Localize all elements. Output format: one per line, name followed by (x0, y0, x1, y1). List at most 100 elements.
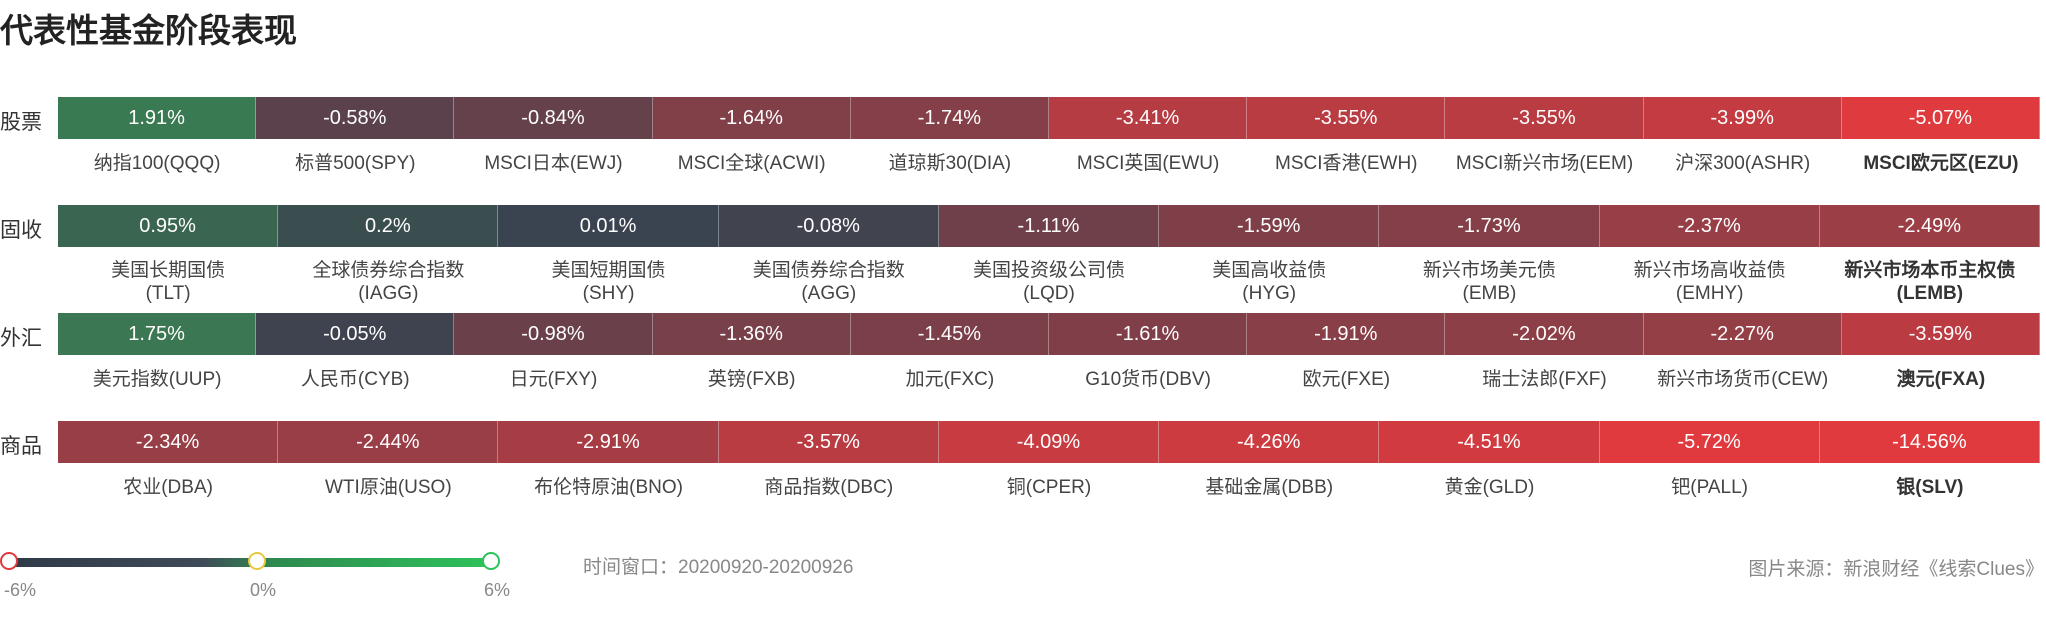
scale-max-label: 6% (484, 580, 511, 600)
cell-value: -5.07% (1908, 106, 1973, 129)
scale-mid-marker (248, 552, 266, 570)
cell-value: -0.05% (323, 322, 387, 345)
cell-name: 沪深300(ASHR) (1675, 153, 1811, 174)
cell-value: -4.09% (1016, 430, 1081, 453)
heatmap-cell: -2.02% (1445, 313, 1644, 355)
heatmap-cell: -2.34% (58, 421, 279, 463)
heatmap-cell: -3.99% (1643, 97, 1842, 139)
cell-name: 新兴市场高收益债 (EMHY) (1633, 260, 1786, 304)
scale-max-marker (482, 552, 500, 570)
row-label: 固收 (0, 219, 42, 242)
cell-value: 0.2% (365, 214, 411, 237)
cell-value: -1.59% (1237, 214, 1301, 237)
cell-name: 道琼斯30(DIA) (888, 153, 1012, 174)
heatmap-cell: -14.56% (1819, 421, 2040, 463)
cell-name: MSCI香港(EWH) (1275, 153, 1418, 174)
row-label: 外汇 (0, 327, 42, 350)
cell-value: -2.34% (135, 430, 200, 453)
cell-name: 银(SLV) (1896, 477, 1964, 498)
cell-name: 美元指数(UUP) (92, 369, 222, 390)
cell-value: -2.44% (356, 430, 420, 453)
cell-name: 欧元(FXE) (1302, 369, 1391, 390)
cell-value: -2.27% (1710, 322, 1774, 345)
heatmap-cell: 1.91% (58, 97, 257, 139)
cell-name: 新兴市场货币(CEW) (1657, 369, 1829, 390)
cell-value: -2.37% (1677, 214, 1741, 237)
cell-name: 澳元(FXA) (1896, 369, 1986, 390)
scale-min-label: -6% (4, 580, 37, 600)
scale-min-marker (0, 552, 18, 570)
heatmap-cell: -5.07% (1841, 97, 2040, 139)
cell-value: -0.08% (796, 214, 860, 237)
heatmap-cell: -1.64% (652, 97, 851, 139)
heatmap-cell: -1.73% (1379, 205, 1600, 247)
heatmap-cell: -1.45% (850, 313, 1049, 355)
heatmap-cell: -2.49% (1819, 205, 2040, 247)
cell-name: 铜(CPER) (1006, 477, 1092, 498)
heatmap-cell: 0.95% (58, 205, 279, 247)
heatmap-cell: -3.55% (1247, 97, 1446, 139)
heatmap-cell: -0.84% (454, 97, 653, 139)
heatmap-cell: -1.59% (1159, 205, 1380, 247)
cell-value: -2.91% (576, 430, 640, 453)
heatmap-cell: 1.75% (58, 313, 257, 355)
cell-value: -1.64% (719, 106, 783, 129)
heatmap-cell: -1.11% (938, 205, 1160, 247)
heatmap-cell: -3.41% (1049, 97, 1248, 139)
cell-name: 瑞士法郎(FXF) (1482, 369, 1607, 390)
cell-value: -1.74% (917, 106, 982, 129)
cell-name: 全球债券综合指数 (IAGG) (312, 260, 465, 304)
heatmap-cell: -1.91% (1247, 313, 1446, 355)
cell-name: 美国债券综合指数 (AGG) (752, 260, 905, 304)
cell-value: -1.61% (1115, 322, 1180, 345)
cell-value: -3.41% (1115, 106, 1180, 129)
heatmap-cell: -5.72% (1599, 421, 1820, 463)
cell-name: 钯(PALL) (1671, 477, 1749, 498)
time-window-text: 时间窗口：20200920-20200926 (583, 557, 854, 578)
cell-name: 美国投资级公司债 (LQD) (972, 260, 1125, 304)
cell-name: 黄金(GLD) (1444, 477, 1535, 498)
cell-value: -1.45% (917, 322, 982, 345)
heatmap-cell: -1.61% (1049, 313, 1248, 355)
cell-name: 加元(FXC) (905, 369, 995, 390)
cell-name: 商品指数(DBC) (764, 477, 894, 498)
row-label: 股票 (0, 111, 42, 134)
heatmap-cell: -0.58% (256, 97, 455, 139)
cell-name: 英镑(FXB) (707, 369, 796, 390)
scale-mid-label: 0% (250, 580, 277, 600)
heatmap-cell: -0.08% (718, 205, 939, 247)
cell-value: -5.72% (1677, 430, 1741, 453)
cell-value: -1.11% (1017, 214, 1080, 237)
heatmap-cell: -2.27% (1643, 313, 1842, 355)
heatmap-cell: -0.98% (454, 313, 653, 355)
cell-name: MSCI欧元区(EZU) (1863, 153, 2019, 174)
heatmap-cell: -0.05% (256, 313, 455, 355)
cell-value: 1.91% (128, 106, 185, 129)
cell-value: -3.55% (1512, 106, 1576, 129)
cell-value: -3.99% (1710, 106, 1774, 129)
cell-value: -2.49% (1897, 214, 1962, 237)
chart-title: 代表性基金阶段表现 (0, 12, 297, 49)
cell-name: 新兴市场本币主权债 (LEMB) (1844, 260, 2016, 304)
heatmap-cell: -2.44% (278, 421, 499, 463)
heatmap-cell: -4.09% (938, 421, 1160, 463)
cell-value: -1.36% (719, 322, 783, 345)
heatmap-cell: -1.74% (850, 97, 1049, 139)
cell-name: MSCI英国(EWU) (1076, 153, 1220, 174)
heatmap-cell: -4.51% (1379, 421, 1600, 463)
cell-value: -0.84% (521, 106, 585, 129)
cell-value: -14.56% (1892, 430, 1967, 453)
cell-name: 美国短期国债 (SHY) (551, 260, 666, 304)
cell-name: 纳指100(QQQ) (93, 153, 221, 174)
heatmap-cell: -3.59% (1841, 313, 2040, 355)
cell-value: -1.91% (1314, 322, 1378, 345)
heatmap-cell: 0.01% (498, 205, 719, 247)
heatmap-cell: -2.37% (1599, 205, 1820, 247)
cell-value: 1.75% (128, 322, 185, 345)
cell-name: MSCI全球(ACWI) (677, 153, 826, 174)
heatmap-cell: -3.57% (718, 421, 939, 463)
cell-value: 0.95% (139, 214, 196, 237)
row-label: 商品 (0, 435, 42, 458)
cell-value: -2.02% (1512, 322, 1576, 345)
heatmap-cell: -1.36% (652, 313, 851, 355)
